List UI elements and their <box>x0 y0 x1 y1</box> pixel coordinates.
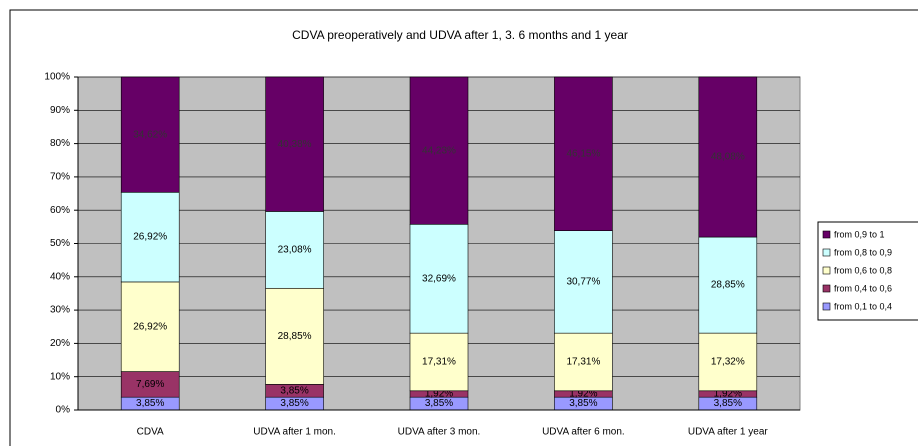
x-tick-label: UDVA after 1 year <box>688 427 769 438</box>
chart-title: CDVA preoperatively and UDVA after 1, 3.… <box>292 28 628 42</box>
x-tick-label: UDVA after 3 mon. <box>398 427 481 438</box>
legend-swatch <box>822 230 831 239</box>
y-tick-label: 100% <box>44 72 70 83</box>
data-label: 30,77% <box>566 277 600 288</box>
data-label: 3,85% <box>569 398 597 409</box>
data-label: 28,85% <box>278 331 312 342</box>
legend-label: from 0,8 to 0,9 <box>834 247 892 257</box>
y-tick-label: 90% <box>50 105 70 116</box>
data-label: 46,15% <box>566 148 600 159</box>
bar-segment <box>265 211 324 289</box>
y-tick-label: 40% <box>50 271 70 282</box>
data-label: 48,08% <box>711 152 745 163</box>
data-label: 44,23% <box>422 145 456 156</box>
y-tick-label: 0% <box>56 405 71 416</box>
bar-segment <box>409 223 469 334</box>
data-label: 1,92% <box>569 389 597 400</box>
bar-segment <box>409 332 469 392</box>
bar-segment <box>265 76 324 212</box>
data-label: 3,85% <box>280 398 308 409</box>
bar-segment <box>554 332 613 392</box>
bar-segment <box>120 281 180 372</box>
bar-segment <box>698 236 758 334</box>
bar-segment <box>698 76 758 238</box>
data-label: 17,31% <box>566 357 600 368</box>
data-label: 34,62% <box>133 129 167 140</box>
bar-segment <box>554 230 613 334</box>
x-tick-label: UDVA after 6 mon. <box>542 427 625 438</box>
legend-swatch <box>822 284 831 293</box>
bar-segment <box>409 76 469 225</box>
legend-box <box>817 221 918 321</box>
legend-swatch <box>822 266 831 275</box>
y-tick-label: 50% <box>50 238 70 249</box>
data-label: 23,08% <box>278 245 312 256</box>
legend-label: from 0,4 to 0,6 <box>834 283 892 293</box>
legend-label: from 0,1 to 0,4 <box>834 301 892 311</box>
bar-segment <box>554 76 613 231</box>
data-label: 1,92% <box>714 389 742 400</box>
bar-segment <box>120 191 180 283</box>
y-tick-label: 20% <box>50 338 70 349</box>
data-label: 3,85% <box>714 398 742 409</box>
legend-swatch <box>822 248 831 257</box>
data-label: 26,92% <box>133 321 167 332</box>
legend-swatch <box>822 302 831 311</box>
legend-label: from 0,6 to 0,8 <box>834 265 892 275</box>
y-tick-label: 80% <box>50 138 70 149</box>
data-label: 3,85% <box>425 398 453 409</box>
y-tick-label: 60% <box>50 205 70 216</box>
y-tick-label: 30% <box>50 305 70 316</box>
y-tick-label: 10% <box>50 371 70 382</box>
bar-segment <box>120 371 180 398</box>
x-tick-label: UDVA after 1 mon. <box>253 427 336 438</box>
data-label: 7,69% <box>136 379 164 390</box>
data-label: 32,69% <box>422 273 456 284</box>
bar-segment <box>120 76 180 193</box>
data-label: 1,92% <box>425 389 453 400</box>
y-tick-label: 70% <box>50 172 70 183</box>
data-label: 26,92% <box>133 232 167 243</box>
x-tick-label: CDVA <box>137 427 164 438</box>
data-label: 28,85% <box>711 280 745 291</box>
data-label: 17,32% <box>711 357 745 368</box>
data-label: 3,85% <box>280 385 308 396</box>
data-label: 3,85% <box>136 398 164 409</box>
data-label: 17,31% <box>422 357 456 368</box>
bar-segment <box>698 332 758 392</box>
data-label: 40,38% <box>278 139 312 150</box>
legend-label: from 0,9 to 1 <box>834 229 885 239</box>
